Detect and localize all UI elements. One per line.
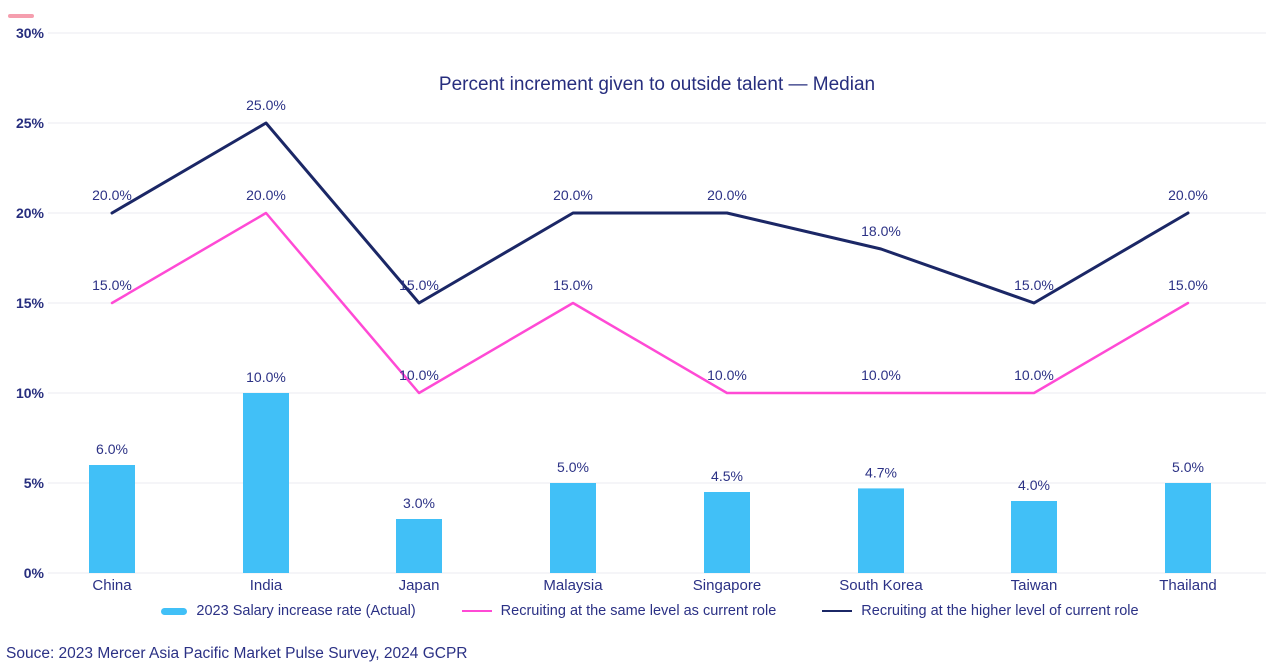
bar <box>89 465 135 573</box>
legend-item-same-level: Recruiting at the same level as current … <box>461 603 777 619</box>
legend-label-salary-increase: 2023 Salary increase rate (Actual) <box>196 603 416 619</box>
x-axis-label: Thailand <box>1159 577 1217 594</box>
line-value-label: 15.0% <box>92 277 132 293</box>
legend-label-same-level: Recruiting at the same level as current … <box>500 603 777 619</box>
bar <box>243 393 289 573</box>
bar-value-label: 5.0% <box>1172 459 1204 475</box>
higher-level-line <box>110 121 1190 305</box>
bar-value-label: 6.0% <box>96 441 128 457</box>
chart-title: Percent increment given to outside talen… <box>439 74 875 95</box>
bar-value-label: 10.0% <box>246 369 286 385</box>
line-value-label: 10.0% <box>861 367 901 383</box>
bar-value-label: 3.0% <box>403 495 435 511</box>
bar-value-label: 5.0% <box>557 459 589 475</box>
y-axis-tick-label: 10% <box>16 385 45 401</box>
x-axis-label: Taiwan <box>1011 577 1058 594</box>
bar <box>704 492 750 573</box>
combo-chart: Percent increment given to outside talen… <box>16 25 1266 594</box>
line-value-label: 18.0% <box>861 223 901 239</box>
bar <box>858 488 904 573</box>
legend-same-level-line-swatch <box>461 609 492 613</box>
legend-item-higher-level: Recruiting at the higher level of curren… <box>822 603 1139 619</box>
chart-legend: 2023 Salary increase rate (Actual) Recru… <box>10 598 1280 624</box>
y-axis-tick-label: 15% <box>16 295 45 311</box>
line-value-label: 15.0% <box>1168 277 1208 293</box>
line-value-label: 20.0% <box>1168 187 1208 203</box>
line-value-label: 15.0% <box>399 277 439 293</box>
line-value-label: 20.0% <box>707 187 747 203</box>
bar <box>1165 483 1211 573</box>
legend-higher-level-line-swatch <box>822 609 853 613</box>
line-value-label: 25.0% <box>246 97 286 113</box>
x-axis-label: India <box>250 577 283 594</box>
bar-value-label: 4.5% <box>711 468 743 484</box>
bar <box>550 483 596 573</box>
x-axis-label: China <box>92 577 132 594</box>
line-value-label: 20.0% <box>246 187 286 203</box>
y-axis-tick-label: 30% <box>16 25 45 41</box>
line-value-label: 15.0% <box>553 277 593 293</box>
line-value-label: 20.0% <box>553 187 593 203</box>
bar <box>1011 501 1057 573</box>
line-value-label: 20.0% <box>92 187 132 203</box>
x-axis-label: Japan <box>399 577 440 594</box>
y-axis-tick-label: 0% <box>24 565 45 581</box>
x-axis-label: Malaysia <box>543 577 603 594</box>
brand-mark <box>8 14 34 18</box>
y-axis-tick-label: 25% <box>16 115 45 131</box>
same-level-line <box>110 211 1190 395</box>
legend-label-higher-level: Recruiting at the higher level of curren… <box>861 603 1139 619</box>
line-value-label: 10.0% <box>399 367 439 383</box>
source-note: Souce: 2023 Mercer Asia Pacific Market P… <box>6 645 468 662</box>
y-axis-tick-label: 20% <box>16 205 45 221</box>
x-axis-label: Singapore <box>693 577 761 594</box>
bar-value-label: 4.7% <box>865 464 897 480</box>
legend-item-salary-increase: 2023 Salary increase rate (Actual) <box>161 603 416 619</box>
y-axis-tick-label: 5% <box>24 475 45 491</box>
bar-value-label: 4.0% <box>1018 477 1050 493</box>
line-value-label: 10.0% <box>1014 367 1054 383</box>
x-axis-label: South Korea <box>839 577 923 594</box>
bar <box>396 519 442 573</box>
line-value-label: 15.0% <box>1014 277 1054 293</box>
line-value-label: 10.0% <box>707 367 747 383</box>
legend-bar-swatch <box>161 607 188 615</box>
